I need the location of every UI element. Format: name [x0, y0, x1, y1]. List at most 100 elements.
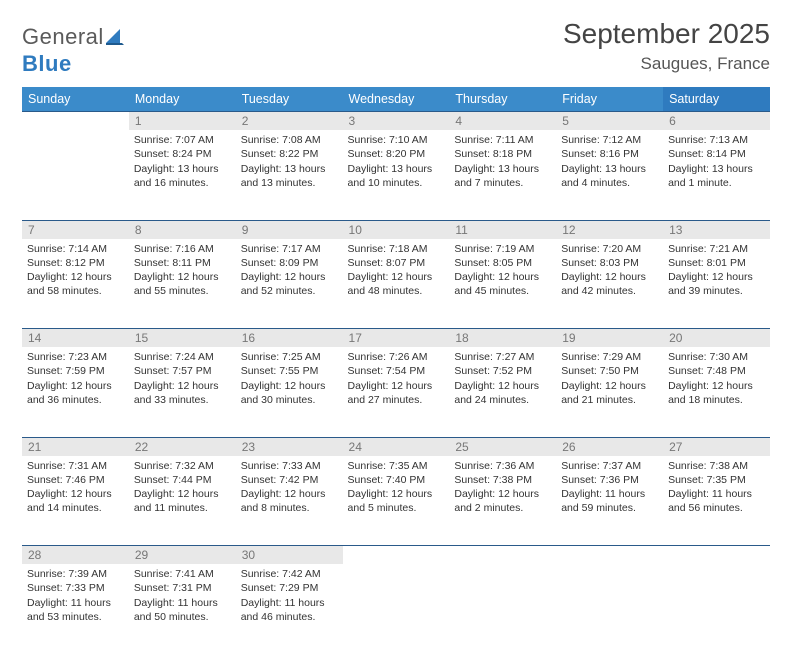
day-cell-body: Sunrise: 7:18 AMSunset: 8:07 PMDaylight:…	[343, 239, 450, 302]
day-number	[343, 546, 450, 565]
sunset-text: Sunset: 8:16 PM	[561, 147, 658, 161]
day-cell-body: Sunrise: 7:10 AMSunset: 8:20 PMDaylight:…	[343, 130, 450, 193]
day-number: 25	[449, 437, 556, 456]
daylight-text: Daylight: 12 hours and 52 minutes.	[241, 270, 338, 298]
day-cell: Sunrise: 7:23 AMSunset: 7:59 PMDaylight:…	[22, 347, 129, 437]
daylight-text: Daylight: 11 hours and 59 minutes.	[561, 487, 658, 515]
day-cell: Sunrise: 7:17 AMSunset: 8:09 PMDaylight:…	[236, 239, 343, 329]
day-cell-body: Sunrise: 7:27 AMSunset: 7:52 PMDaylight:…	[449, 347, 556, 410]
daylight-text: Daylight: 12 hours and 48 minutes.	[348, 270, 445, 298]
daylight-text: Daylight: 12 hours and 33 minutes.	[134, 379, 231, 407]
day-cell: Sunrise: 7:33 AMSunset: 7:42 PMDaylight:…	[236, 456, 343, 546]
calendar-table: Sunday Monday Tuesday Wednesday Thursday…	[22, 87, 770, 654]
day-cell: Sunrise: 7:19 AMSunset: 8:05 PMDaylight:…	[449, 239, 556, 329]
sunrise-text: Sunrise: 7:35 AM	[348, 459, 445, 473]
day-number: 13	[663, 220, 770, 239]
header-thursday: Thursday	[449, 87, 556, 112]
day-cell: Sunrise: 7:11 AMSunset: 8:18 PMDaylight:…	[449, 130, 556, 220]
day-cell	[556, 564, 663, 654]
brand-part2: Blue	[22, 51, 72, 76]
sunrise-text: Sunrise: 7:41 AM	[134, 567, 231, 581]
daylight-text: Daylight: 12 hours and 8 minutes.	[241, 487, 338, 515]
sunrise-text: Sunrise: 7:21 AM	[668, 242, 765, 256]
daynum-row: 123456	[22, 112, 770, 131]
day-cell-body: Sunrise: 7:14 AMSunset: 8:12 PMDaylight:…	[22, 239, 129, 302]
day-number: 23	[236, 437, 343, 456]
sunset-text: Sunset: 8:03 PM	[561, 256, 658, 270]
day-cell: Sunrise: 7:36 AMSunset: 7:38 PMDaylight:…	[449, 456, 556, 546]
brand-text: GeneralBlue	[22, 24, 126, 77]
day-cell	[663, 564, 770, 654]
sunrise-text: Sunrise: 7:11 AM	[454, 133, 551, 147]
day-number: 15	[129, 329, 236, 348]
week-row: Sunrise: 7:23 AMSunset: 7:59 PMDaylight:…	[22, 347, 770, 437]
day-cell-body: Sunrise: 7:23 AMSunset: 7:59 PMDaylight:…	[22, 347, 129, 410]
daynum-row: 282930	[22, 546, 770, 565]
day-number: 22	[129, 437, 236, 456]
day-number: 21	[22, 437, 129, 456]
sunset-text: Sunset: 8:07 PM	[348, 256, 445, 270]
daylight-text: Daylight: 12 hours and 2 minutes.	[454, 487, 551, 515]
day-cell-body: Sunrise: 7:07 AMSunset: 8:24 PMDaylight:…	[129, 130, 236, 193]
daylight-text: Daylight: 12 hours and 58 minutes.	[27, 270, 124, 298]
sunrise-text: Sunrise: 7:12 AM	[561, 133, 658, 147]
day-number: 5	[556, 112, 663, 131]
daylight-text: Daylight: 13 hours and 1 minute.	[668, 162, 765, 190]
sunset-text: Sunset: 7:50 PM	[561, 364, 658, 378]
sunset-text: Sunset: 7:57 PM	[134, 364, 231, 378]
daylight-text: Daylight: 12 hours and 36 minutes.	[27, 379, 124, 407]
brand-sail-icon	[106, 25, 126, 51]
day-number: 10	[343, 220, 450, 239]
day-cell-body: Sunrise: 7:36 AMSunset: 7:38 PMDaylight:…	[449, 456, 556, 519]
sunset-text: Sunset: 7:52 PM	[454, 364, 551, 378]
daylight-text: Daylight: 11 hours and 56 minutes.	[668, 487, 765, 515]
sunset-text: Sunset: 7:44 PM	[134, 473, 231, 487]
day-cell-body: Sunrise: 7:12 AMSunset: 8:16 PMDaylight:…	[556, 130, 663, 193]
daylight-text: Daylight: 12 hours and 27 minutes.	[348, 379, 445, 407]
sunrise-text: Sunrise: 7:32 AM	[134, 459, 231, 473]
day-number: 6	[663, 112, 770, 131]
day-number: 27	[663, 437, 770, 456]
day-cell: Sunrise: 7:38 AMSunset: 7:35 PMDaylight:…	[663, 456, 770, 546]
sunset-text: Sunset: 7:33 PM	[27, 581, 124, 595]
sunset-text: Sunset: 7:38 PM	[454, 473, 551, 487]
daylight-text: Daylight: 12 hours and 11 minutes.	[134, 487, 231, 515]
day-number: 18	[449, 329, 556, 348]
sunrise-text: Sunrise: 7:38 AM	[668, 459, 765, 473]
daylight-text: Daylight: 12 hours and 21 minutes.	[561, 379, 658, 407]
day-number: 16	[236, 329, 343, 348]
daylight-text: Daylight: 12 hours and 14 minutes.	[27, 487, 124, 515]
header: GeneralBlue September 2025 Saugues, Fran…	[22, 18, 770, 77]
day-cell-body: Sunrise: 7:25 AMSunset: 7:55 PMDaylight:…	[236, 347, 343, 410]
day-cell-body: Sunrise: 7:08 AMSunset: 8:22 PMDaylight:…	[236, 130, 343, 193]
day-number: 3	[343, 112, 450, 131]
day-number: 24	[343, 437, 450, 456]
sunrise-text: Sunrise: 7:37 AM	[561, 459, 658, 473]
day-cell-body: Sunrise: 7:29 AMSunset: 7:50 PMDaylight:…	[556, 347, 663, 410]
daylight-text: Daylight: 12 hours and 24 minutes.	[454, 379, 551, 407]
header-monday: Monday	[129, 87, 236, 112]
day-cell: Sunrise: 7:18 AMSunset: 8:07 PMDaylight:…	[343, 239, 450, 329]
week-row: Sunrise: 7:14 AMSunset: 8:12 PMDaylight:…	[22, 239, 770, 329]
day-number: 11	[449, 220, 556, 239]
daylight-text: Daylight: 12 hours and 5 minutes.	[348, 487, 445, 515]
sunrise-text: Sunrise: 7:14 AM	[27, 242, 124, 256]
sunset-text: Sunset: 7:48 PM	[668, 364, 765, 378]
day-cell	[22, 130, 129, 220]
sunrise-text: Sunrise: 7:30 AM	[668, 350, 765, 364]
day-cell: Sunrise: 7:35 AMSunset: 7:40 PMDaylight:…	[343, 456, 450, 546]
day-cell-body: Sunrise: 7:38 AMSunset: 7:35 PMDaylight:…	[663, 456, 770, 519]
day-cell: Sunrise: 7:14 AMSunset: 8:12 PMDaylight:…	[22, 239, 129, 329]
sunrise-text: Sunrise: 7:39 AM	[27, 567, 124, 581]
day-cell: Sunrise: 7:37 AMSunset: 7:36 PMDaylight:…	[556, 456, 663, 546]
sunset-text: Sunset: 7:36 PM	[561, 473, 658, 487]
sunset-text: Sunset: 8:12 PM	[27, 256, 124, 270]
sunset-text: Sunset: 7:40 PM	[348, 473, 445, 487]
day-cell: Sunrise: 7:41 AMSunset: 7:31 PMDaylight:…	[129, 564, 236, 654]
day-cell	[343, 564, 450, 654]
sunrise-text: Sunrise: 7:36 AM	[454, 459, 551, 473]
sunrise-text: Sunrise: 7:13 AM	[668, 133, 765, 147]
sunrise-text: Sunrise: 7:29 AM	[561, 350, 658, 364]
daylight-text: Daylight: 11 hours and 46 minutes.	[241, 596, 338, 624]
sunset-text: Sunset: 8:01 PM	[668, 256, 765, 270]
